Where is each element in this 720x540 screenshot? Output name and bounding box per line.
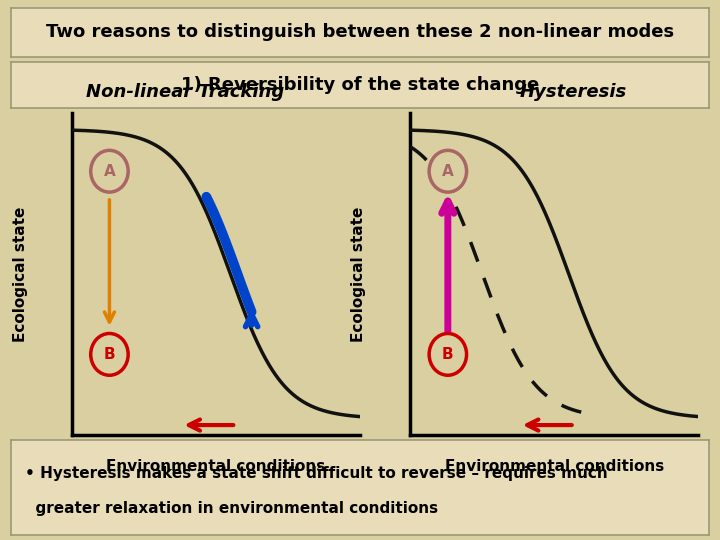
Text: greater relaxation in environmental conditions: greater relaxation in environmental cond… [24, 501, 438, 516]
Text: 1) Reversibility of the state change: 1) Reversibility of the state change [181, 76, 539, 94]
Text: Environmental conditions: Environmental conditions [445, 460, 664, 474]
Text: A: A [442, 164, 454, 179]
Text: B: B [442, 347, 454, 362]
Text: Non-linear Tracking: Non-linear Tracking [86, 83, 284, 100]
Text: Ecological state: Ecological state [13, 206, 27, 342]
Circle shape [429, 150, 467, 192]
Circle shape [429, 334, 467, 375]
Text: Hysteresis: Hysteresis [520, 83, 627, 100]
Text: Two reasons to distinguish between these 2 non-linear modes: Two reasons to distinguish between these… [46, 23, 674, 42]
Text: A: A [104, 164, 115, 179]
Text: • Hysteresis makes a state shift difficult to reverse – requires much: • Hysteresis makes a state shift difficu… [24, 465, 608, 481]
Circle shape [91, 334, 128, 375]
Text: B: B [104, 347, 115, 362]
Text: Ecological state: Ecological state [351, 206, 366, 342]
Text: Environmental conditions: Environmental conditions [107, 460, 325, 474]
Circle shape [91, 150, 128, 192]
